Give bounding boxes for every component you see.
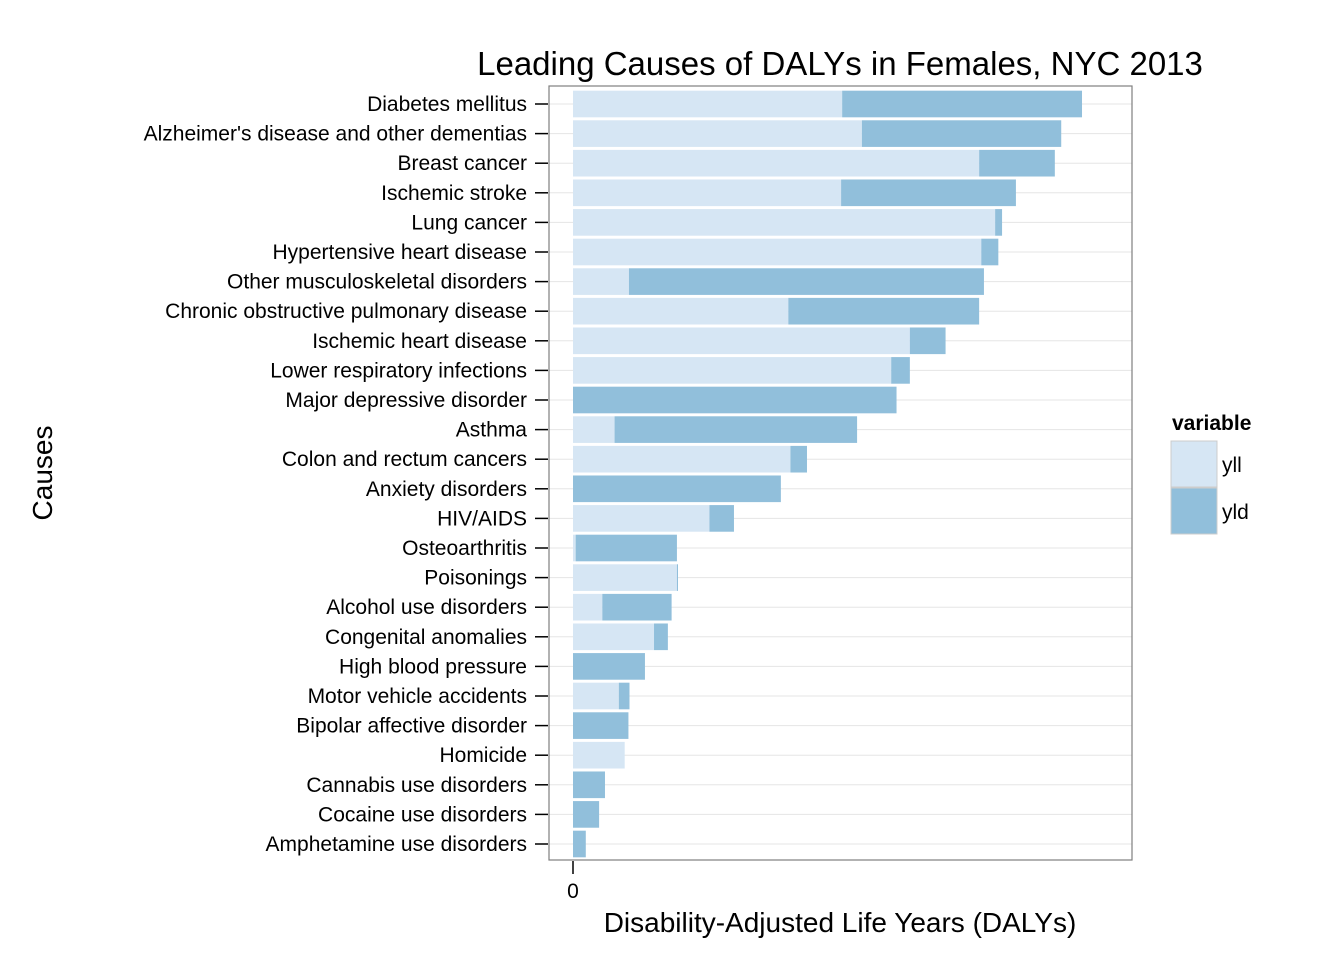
y-tick-label-osteoarthritis: Osteoarthritis bbox=[402, 537, 527, 560]
bar-yll-breast-cancer bbox=[573, 149, 980, 177]
y-tick-label-cannabis-use-disorders: Cannabis use disorders bbox=[306, 774, 527, 797]
bar-yll-asthma bbox=[573, 416, 615, 443]
y-tick-label-cocaine-use-disorders: Cocaine use disorders bbox=[318, 803, 527, 826]
y-axis-ticks bbox=[535, 103, 548, 845]
bar-yll-lower-respiratory-infections bbox=[573, 357, 892, 384]
bar-yll-alcohol-use-disorders bbox=[573, 593, 603, 621]
bar-yld-alcohol-use-disorders bbox=[602, 593, 672, 621]
y-tick-label-amphetamine-use-disorders: Amphetamine use disorders bbox=[266, 833, 527, 856]
legend-title: variable bbox=[1172, 412, 1251, 435]
y-tick-label-high-blood-pressure: High blood pressure bbox=[339, 655, 527, 678]
bar-yld-hiv-aids bbox=[709, 505, 734, 532]
bar-yll-colon-and-rectum-cancers bbox=[573, 445, 791, 473]
bar-yll-homicide bbox=[573, 741, 625, 769]
bar-yld-anxiety-disorders bbox=[573, 475, 781, 503]
y-tick-label-chronic-obstructive-pulmonary-disease: Chronic obstructive pulmonary disease bbox=[165, 300, 527, 323]
legend-key-yld bbox=[1170, 487, 1218, 535]
bar-yld-alzheimer-s-disease-and-other-dementias bbox=[861, 120, 1062, 147]
bar-yld-chronic-obstructive-pulmonary-disease bbox=[788, 297, 980, 325]
bar-yld-major-depressive-disorder bbox=[573, 386, 897, 414]
bar-yld-ischemic-heart-disease bbox=[909, 327, 946, 355]
bar-yld-amphetamine-use-disorders bbox=[573, 830, 586, 858]
legend: variable yll yld bbox=[1170, 412, 1251, 535]
bar-yld-osteoarthritis bbox=[575, 534, 677, 562]
y-tick-label-colon-and-rectum-cancers: Colon and rectum cancers bbox=[282, 448, 527, 471]
bar-yld-hypertensive-heart-disease bbox=[981, 238, 999, 266]
bar-yld-cannabis-use-disorders bbox=[573, 771, 605, 799]
y-tick-label-diabetes-mellitus: Diabetes mellitus bbox=[367, 93, 527, 116]
bar-yld-high-blood-pressure bbox=[573, 653, 645, 680]
bar-yld-colon-and-rectum-cancers bbox=[790, 445, 807, 473]
y-axis-tick-labels: Diabetes mellitus Alzheimer's disease and… bbox=[144, 93, 528, 856]
bar-yll-congenital-anomalies bbox=[573, 623, 655, 651]
bar-yll-ischemic-stroke bbox=[573, 179, 842, 207]
bar-yll-lung-cancer bbox=[573, 209, 996, 236]
y-tick-label-hypertensive-heart-disease: Hypertensive heart disease bbox=[273, 241, 527, 264]
legend-label-yll: yll bbox=[1222, 454, 1242, 477]
bar-yld-breast-cancer bbox=[979, 149, 1055, 177]
bar-yld-cocaine-use-disorders bbox=[573, 801, 600, 828]
bar-yld-congenital-anomalies bbox=[654, 623, 668, 651]
bar-yld-lower-respiratory-infections bbox=[891, 357, 910, 384]
y-tick-label-poisonings: Poisonings bbox=[424, 567, 527, 590]
y-tick-label-ischemic-stroke: Ischemic stroke bbox=[381, 182, 527, 205]
bar-yll-motor-vehicle-accidents bbox=[573, 682, 619, 710]
y-tick-label-alcohol-use-disorders: Alcohol use disorders bbox=[326, 596, 527, 619]
y-axis-title: Causes bbox=[27, 426, 58, 521]
y-tick-label-lung-cancer: Lung cancer bbox=[411, 211, 527, 234]
y-tick-label-hiv-aids: HIV/AIDS bbox=[437, 507, 527, 530]
bar-yll-alzheimer-s-disease-and-other-dementias bbox=[573, 120, 862, 147]
y-tick-label-major-depressive-disorder: Major depressive disorder bbox=[285, 389, 527, 412]
plot-panel-border bbox=[548, 85, 1133, 861]
bar-yll-diabetes-mellitus bbox=[573, 90, 843, 118]
bar-yld-diabetes-mellitus bbox=[842, 90, 1083, 118]
y-tick-label-anxiety-disorders: Anxiety disorders bbox=[366, 478, 527, 501]
bar-yll-poisonings bbox=[573, 564, 677, 591]
bar-yll-chronic-obstructive-pulmonary-disease bbox=[573, 297, 789, 325]
y-tick-label-ischemic-heart-disease: Ischemic heart disease bbox=[312, 330, 527, 353]
legend-key-yll bbox=[1170, 440, 1218, 488]
bar-yll-other-musculoskeletal-disorders bbox=[573, 268, 629, 295]
y-tick-label-motor-vehicle-accidents: Motor vehicle accidents bbox=[308, 685, 527, 708]
bar-yld-ischemic-stroke bbox=[841, 179, 1016, 207]
y-tick-label-lower-respiratory-infections: Lower respiratory infections bbox=[270, 359, 527, 382]
y-tick-label-bipolar-affective-disorder: Bipolar affective disorder bbox=[296, 715, 527, 738]
bar-yld-lung-cancer bbox=[995, 209, 1003, 236]
bar-yll-hypertensive-heart-disease bbox=[573, 238, 982, 266]
bar-yll-ischemic-heart-disease bbox=[573, 327, 910, 355]
bar-yll-osteoarthritis bbox=[573, 534, 576, 562]
y-tick-label-congenital-anomalies: Congenital anomalies bbox=[325, 626, 527, 649]
y-tick-label-homicide: Homicide bbox=[439, 744, 527, 767]
chart-title: Leading Causes of DALYs in Females, NYC … bbox=[477, 45, 1203, 82]
legend-label-yld: yld bbox=[1222, 501, 1249, 524]
bar-yld-motor-vehicle-accidents bbox=[618, 682, 630, 710]
y-tick-label-asthma: Asthma bbox=[456, 419, 528, 442]
bar-yld-other-musculoskeletal-disorders bbox=[628, 268, 984, 295]
y-tick-label-alzheimer-s-disease-and-other-dementias: Alzheimer's disease and other dementias bbox=[144, 123, 527, 146]
bar-yld-poisonings bbox=[676, 564, 679, 591]
y-tick-label-breast-cancer: Breast cancer bbox=[397, 152, 527, 175]
x-tick-label-0: 0 bbox=[567, 880, 579, 903]
bar-yll-hiv-aids bbox=[573, 505, 710, 532]
bar-yld-asthma bbox=[614, 416, 858, 443]
bar-yld-bipolar-affective-disorder bbox=[573, 712, 629, 739]
x-axis-tick-labels: 0 bbox=[567, 880, 579, 903]
y-tick-label-other-musculoskeletal-disorders: Other musculoskeletal disorders bbox=[227, 271, 527, 294]
bars bbox=[573, 90, 1083, 858]
x-axis-title: Disability-Adjusted Life Years (DALYs) bbox=[604, 907, 1077, 938]
